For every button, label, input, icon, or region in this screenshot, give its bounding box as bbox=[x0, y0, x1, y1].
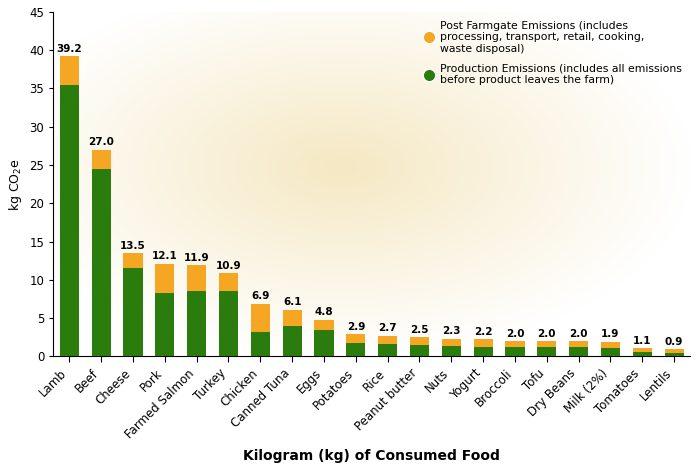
Text: 13.5: 13.5 bbox=[120, 241, 146, 251]
Bar bbox=[569, 341, 588, 347]
Bar bbox=[601, 348, 620, 356]
Text: 0.9: 0.9 bbox=[665, 337, 683, 347]
Bar bbox=[664, 353, 684, 356]
Bar bbox=[91, 150, 111, 169]
Bar bbox=[314, 329, 334, 356]
Bar bbox=[537, 341, 556, 347]
Text: 27.0: 27.0 bbox=[89, 137, 114, 148]
Text: 4.8: 4.8 bbox=[314, 307, 333, 317]
Text: 2.0: 2.0 bbox=[506, 329, 524, 339]
Bar bbox=[346, 343, 365, 356]
Bar bbox=[537, 347, 556, 356]
Bar bbox=[442, 346, 461, 356]
Text: 1.9: 1.9 bbox=[602, 329, 620, 339]
Text: 2.0: 2.0 bbox=[569, 329, 588, 339]
Bar bbox=[505, 347, 525, 356]
Text: 2.2: 2.2 bbox=[474, 327, 492, 337]
Text: 1.1: 1.1 bbox=[633, 336, 652, 345]
Bar bbox=[505, 341, 525, 347]
Bar bbox=[219, 291, 238, 356]
Y-axis label: kg CO$_2$e: kg CO$_2$e bbox=[7, 158, 24, 211]
Bar bbox=[187, 265, 206, 290]
Bar bbox=[60, 56, 79, 85]
Text: 2.9: 2.9 bbox=[346, 322, 365, 332]
Text: 6.1: 6.1 bbox=[283, 298, 301, 307]
Bar bbox=[60, 85, 79, 356]
Text: 2.5: 2.5 bbox=[411, 325, 429, 335]
Bar bbox=[473, 347, 493, 356]
Legend: Post Farmgate Emissions (includes
processing, transport, retail, cooking,
waste : Post Farmgate Emissions (includes proces… bbox=[421, 17, 684, 88]
Bar bbox=[123, 253, 142, 268]
Bar bbox=[282, 310, 302, 327]
Bar bbox=[91, 169, 111, 356]
Text: 2.0: 2.0 bbox=[537, 329, 556, 339]
Bar bbox=[378, 336, 397, 344]
Bar bbox=[410, 345, 429, 356]
Bar bbox=[664, 349, 684, 353]
Bar bbox=[633, 348, 652, 352]
Bar bbox=[314, 320, 334, 329]
Bar bbox=[155, 264, 174, 293]
Text: 2.7: 2.7 bbox=[378, 323, 397, 333]
Bar bbox=[378, 344, 397, 356]
Bar bbox=[251, 332, 270, 356]
Text: 11.9: 11.9 bbox=[184, 253, 210, 263]
Bar bbox=[187, 290, 206, 356]
Text: 6.9: 6.9 bbox=[251, 291, 270, 301]
Bar bbox=[410, 337, 429, 345]
Text: 2.3: 2.3 bbox=[442, 327, 461, 337]
Text: 12.1: 12.1 bbox=[152, 251, 178, 261]
Bar bbox=[219, 273, 238, 291]
Bar bbox=[569, 347, 588, 356]
Bar bbox=[123, 268, 142, 356]
Bar bbox=[155, 293, 174, 356]
Bar bbox=[346, 334, 365, 343]
X-axis label: Kilogram (kg) of Consumed Food: Kilogram (kg) of Consumed Food bbox=[243, 449, 500, 463]
Text: 39.2: 39.2 bbox=[56, 44, 82, 54]
Bar bbox=[633, 352, 652, 356]
Bar bbox=[473, 339, 493, 347]
Bar bbox=[601, 342, 620, 348]
Bar bbox=[282, 327, 302, 356]
Text: 10.9: 10.9 bbox=[215, 260, 241, 271]
Bar bbox=[442, 339, 461, 346]
Bar bbox=[251, 304, 270, 332]
